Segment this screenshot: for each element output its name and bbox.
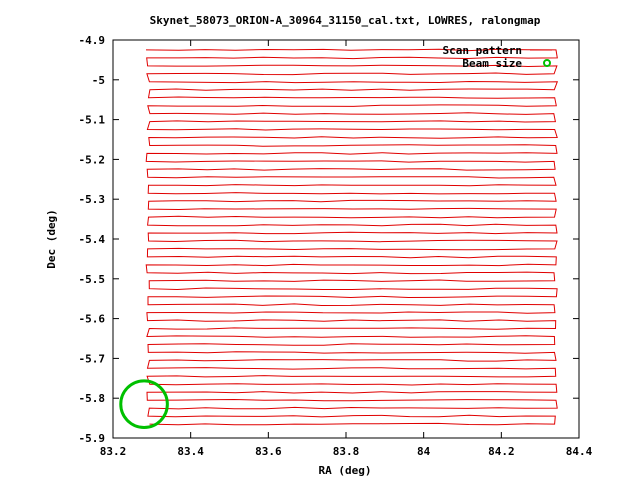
- y-tick-label: -5.1: [79, 114, 106, 127]
- x-tick-label: 83.2: [100, 445, 127, 458]
- legend-swatch-beam-size: [543, 59, 551, 67]
- y-axis-label: Dec (deg): [45, 209, 58, 269]
- y-tick-label: -4.9: [79, 34, 106, 47]
- y-tick-label: -5.5: [79, 273, 106, 286]
- y-tick-label: -5.2: [79, 153, 106, 166]
- beam-layer: [119, 379, 169, 429]
- legend-label-beam-size: Beam size: [462, 57, 522, 70]
- y-tick-label: -5.3: [79, 193, 106, 206]
- x-tick-label: 84.4: [566, 445, 593, 458]
- y-tick-label: -5: [92, 74, 105, 87]
- y-tick-label: -5.9: [79, 432, 106, 445]
- chart-title: Skynet_58073_ORION-A_30964_31150_cal.txt…: [150, 14, 541, 27]
- scan-layer: [145, 48, 559, 426]
- beam-size-circle: [119, 379, 169, 429]
- y-tick-label: -5.7: [79, 352, 106, 365]
- y-tick-label: -5.4: [79, 233, 106, 246]
- x-tick-label: 83.6: [255, 445, 282, 458]
- legend: Scan pattern Beam size: [443, 44, 552, 70]
- x-tick-label: 83.4: [177, 445, 204, 458]
- scan-pattern-line: [145, 48, 559, 426]
- y-tick-label: -5.8: [79, 392, 106, 405]
- tick-layer: 83.2 83.4 83.6 83.8 84 84.2 84.4 -4.9 -5 -5.1 -5.2…: [79, 34, 593, 458]
- x-tick-label: 84: [417, 445, 431, 458]
- x-axis-label: RA (deg): [319, 464, 372, 477]
- y-tick-label: -5.6: [79, 313, 106, 326]
- x-tick-label: 83.8: [333, 445, 360, 458]
- plot-frame: [112, 39, 580, 439]
- legend-label-scan-pattern: Scan pattern: [443, 44, 522, 57]
- x-tick-label: 84.2: [488, 445, 515, 458]
